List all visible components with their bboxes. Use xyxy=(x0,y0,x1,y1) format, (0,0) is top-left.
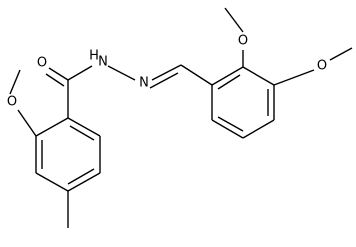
atom-label: N xyxy=(139,76,149,91)
atom-label: O xyxy=(238,34,248,49)
atom-label: O xyxy=(37,56,47,71)
atom-label: H xyxy=(89,49,99,64)
atom-label: O xyxy=(317,59,327,74)
atom-label: N xyxy=(98,55,108,70)
bonds xyxy=(9,7,353,228)
atom-label: O xyxy=(7,95,17,110)
